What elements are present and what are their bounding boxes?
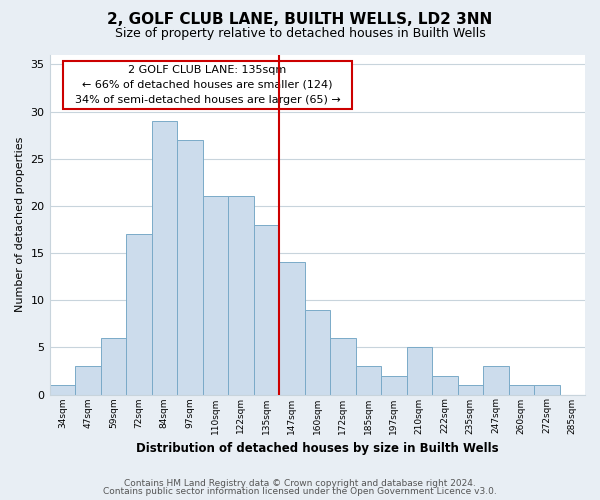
- Text: Contains public sector information licensed under the Open Government Licence v3: Contains public sector information licen…: [103, 487, 497, 496]
- Bar: [101, 338, 126, 394]
- Bar: [458, 385, 483, 394]
- Bar: [152, 121, 177, 394]
- Bar: [330, 338, 356, 394]
- Bar: [407, 348, 432, 395]
- Bar: [356, 366, 381, 394]
- Bar: [203, 196, 228, 394]
- Bar: [228, 196, 254, 394]
- Bar: [254, 225, 279, 394]
- Text: Contains HM Land Registry data © Crown copyright and database right 2024.: Contains HM Land Registry data © Crown c…: [124, 478, 476, 488]
- Text: 2, GOLF CLUB LANE, BUILTH WELLS, LD2 3NN: 2, GOLF CLUB LANE, BUILTH WELLS, LD2 3NN: [107, 12, 493, 28]
- Bar: [126, 234, 152, 394]
- Y-axis label: Number of detached properties: Number of detached properties: [15, 137, 25, 312]
- Bar: [483, 366, 509, 394]
- Bar: [279, 262, 305, 394]
- Bar: [177, 140, 203, 394]
- Bar: [509, 385, 534, 394]
- Bar: [381, 376, 407, 394]
- Bar: [432, 376, 458, 394]
- Bar: [305, 310, 330, 394]
- X-axis label: Distribution of detached houses by size in Builth Wells: Distribution of detached houses by size …: [136, 442, 499, 455]
- Text: 2 GOLF CLUB LANE: 135sqm  
  ← 66% of detached houses are smaller (124)  
  34% : 2 GOLF CLUB LANE: 135sqm ← 66% of detach…: [68, 65, 347, 105]
- Bar: [534, 385, 560, 394]
- Text: Size of property relative to detached houses in Builth Wells: Size of property relative to detached ho…: [115, 28, 485, 40]
- Bar: [75, 366, 101, 394]
- Bar: [50, 385, 75, 394]
